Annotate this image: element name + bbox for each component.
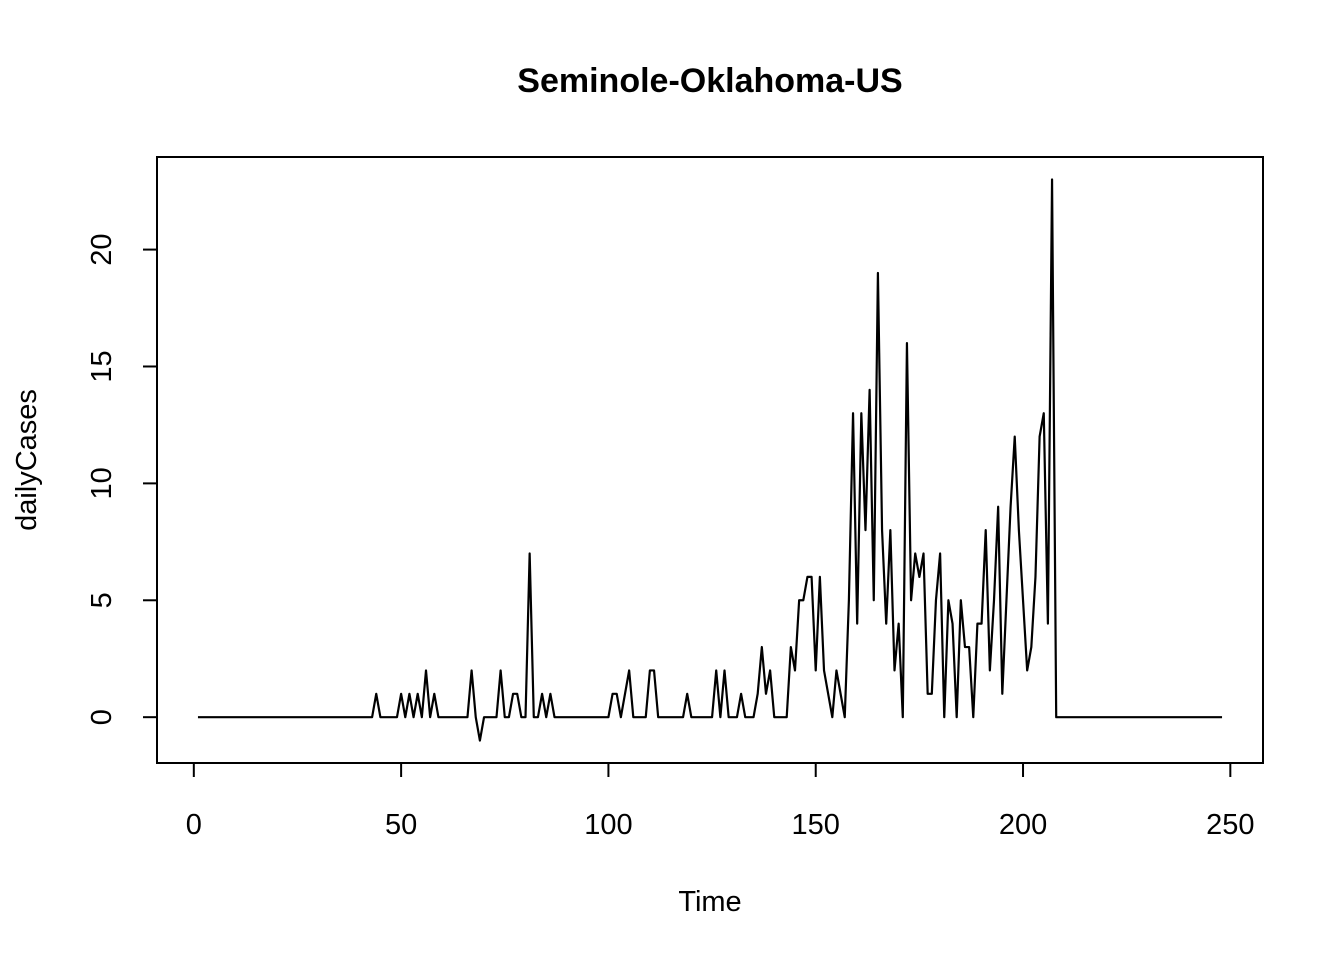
x-tick-label: 250 [1206, 809, 1254, 841]
data-line [197, 178, 1223, 742]
x-tick-label: 50 [385, 809, 417, 841]
y-tick-label: 0 [86, 709, 118, 725]
chart-title: Seminole-Oklahoma-US [517, 62, 902, 100]
y-axis-title: dailyCases [11, 389, 43, 531]
y-tick-label: 15 [86, 350, 118, 382]
y-tick-label: 5 [86, 592, 118, 608]
y-tick-label: 20 [86, 233, 118, 265]
x-tick-label: 150 [792, 809, 840, 841]
x-axis-title: Time [678, 886, 741, 918]
x-tick-label: 0 [186, 809, 202, 841]
x-tick-label: 200 [999, 809, 1047, 841]
y-tick-label: 10 [86, 467, 118, 499]
x-tick-label: 100 [584, 809, 632, 841]
